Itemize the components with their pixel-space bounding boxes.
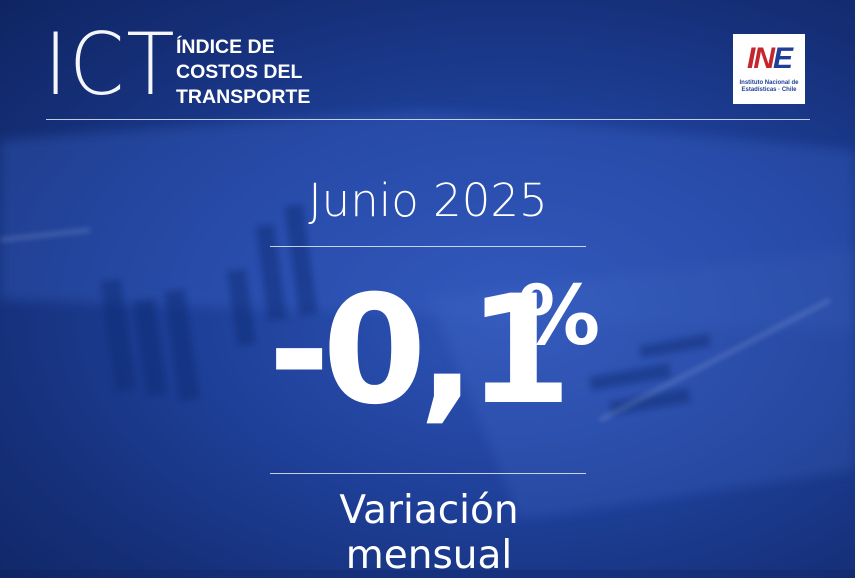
ict-acronym: ICT <box>44 15 177 115</box>
period-label: Junio 2025 <box>308 174 548 227</box>
header-divider <box>46 119 810 120</box>
indicator-number: -0,1 <box>268 264 572 438</box>
ine-logo-mark: INE <box>733 42 805 76</box>
subtitle-line-2: COSTOS DEL <box>176 61 303 83</box>
indicator-label: Variación mensual <box>339 488 519 578</box>
ine-logo-mark-blue: E <box>772 42 793 75</box>
ine-logo: INE Instituto Nacional de Estadísticas ·… <box>733 34 805 104</box>
period-divider <box>270 246 586 247</box>
indicator-value: -0,1 % <box>268 276 608 456</box>
ine-logo-mark-red: IN <box>746 42 775 75</box>
ine-logo-caption: Instituto Nacional de Estadísticas · Chi… <box>739 80 799 93</box>
header: ICT ÍNDICE DE COSTOS DEL TRANSPORTE INE … <box>0 0 855 120</box>
indicator-unit: % <box>518 269 600 364</box>
subtitle-line-3: TRANSPORTE <box>176 86 311 108</box>
subtitle-line-1: ÍNDICE DE <box>176 36 275 58</box>
ict-subtitle: ÍNDICE DE COSTOS DEL TRANSPORTE <box>176 35 310 110</box>
value-divider <box>270 473 586 474</box>
